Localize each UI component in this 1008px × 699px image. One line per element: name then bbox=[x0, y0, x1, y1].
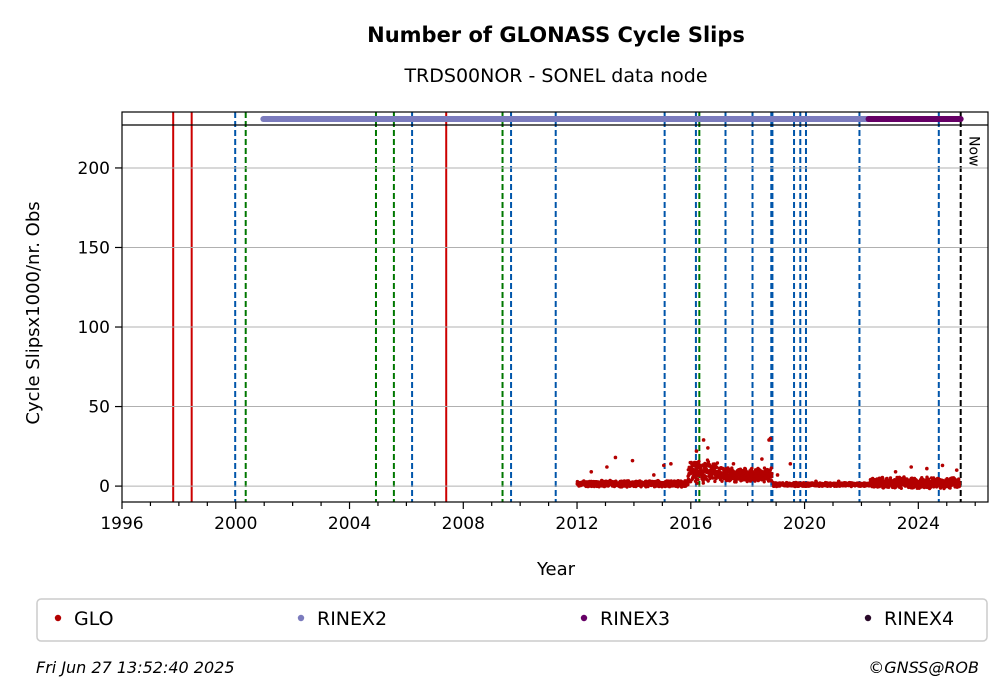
x-tick-label: 2012 bbox=[555, 514, 598, 534]
glo-point bbox=[940, 463, 945, 468]
glo-point bbox=[762, 466, 767, 470]
glo-point bbox=[736, 477, 740, 481]
glo-point bbox=[899, 486, 903, 490]
glo-point bbox=[775, 473, 780, 477]
glo-point bbox=[695, 481, 699, 485]
glo-point bbox=[613, 455, 618, 460]
glo-point bbox=[715, 461, 720, 465]
event-lines: Now bbox=[172, 112, 982, 502]
glo-point bbox=[694, 449, 699, 453]
y-tick-label: 150 bbox=[78, 238, 110, 258]
glo-point bbox=[706, 479, 710, 483]
chart-title: Number of GLONASS Cycle Slips bbox=[367, 23, 745, 47]
glo-point bbox=[720, 479, 724, 483]
legend: GLO RINEX2 RINEX3 RINEX4 bbox=[54, 608, 954, 630]
glo-point bbox=[769, 466, 773, 470]
glo-point bbox=[768, 436, 773, 441]
legend-marker bbox=[297, 614, 305, 622]
legend-marker bbox=[864, 614, 872, 622]
glo-point bbox=[706, 446, 710, 450]
glo-point bbox=[706, 460, 711, 464]
glo-point bbox=[661, 463, 666, 468]
glo-point bbox=[701, 438, 706, 442]
legend-marker bbox=[580, 614, 588, 622]
y-axis-label: Cycle Slipsx1000/nr. Obs bbox=[23, 201, 44, 424]
glo-point bbox=[770, 472, 774, 476]
glo-point bbox=[888, 476, 893, 480]
glo-point bbox=[814, 479, 818, 484]
x-tick-label: 2016 bbox=[669, 514, 712, 534]
glo-point bbox=[909, 465, 914, 469]
glo-point bbox=[701, 481, 705, 485]
glo-point bbox=[957, 481, 962, 486]
glo-point bbox=[697, 459, 701, 464]
footer-timestamp: Fri Jun 27 13:52:40 2025 bbox=[36, 658, 235, 677]
y-tick-label: 50 bbox=[88, 398, 110, 418]
x-tick-label: 2024 bbox=[897, 514, 940, 534]
x-tick-label: 1996 bbox=[100, 514, 143, 534]
glo-point bbox=[715, 465, 719, 470]
legend-box bbox=[36, 598, 988, 642]
glo-point bbox=[836, 479, 841, 484]
glo-point bbox=[769, 474, 774, 479]
x-tick-label: 2020 bbox=[783, 514, 826, 534]
legend-label: RINEX2 bbox=[317, 608, 387, 630]
legend-label: GLO bbox=[74, 608, 114, 630]
x-axis-label: Year bbox=[536, 559, 576, 580]
glo-point bbox=[762, 480, 766, 484]
x-tick-label: 2000 bbox=[214, 514, 257, 534]
legend-label: RINEX4 bbox=[884, 608, 954, 630]
glo-point bbox=[750, 466, 754, 471]
glo-point bbox=[948, 486, 952, 490]
x-tick-label: 2008 bbox=[442, 514, 485, 534]
y-tick-label: 0 bbox=[99, 477, 110, 497]
glo-point bbox=[605, 465, 609, 469]
glo-points bbox=[575, 436, 962, 491]
x-tick-label: 2004 bbox=[328, 514, 371, 534]
glo-point bbox=[925, 466, 929, 471]
glo-point bbox=[880, 476, 885, 480]
legend-marker bbox=[54, 614, 62, 622]
glo-point bbox=[893, 469, 898, 474]
plot-frame bbox=[121, 111, 989, 503]
glo-point bbox=[652, 473, 656, 477]
chart-subtitle: TRDS00NOR - SONEL data node bbox=[403, 65, 707, 87]
glo-point bbox=[788, 462, 793, 466]
glo-point bbox=[731, 462, 736, 466]
glo-point bbox=[704, 475, 708, 479]
glo-point bbox=[713, 479, 717, 484]
glo-point bbox=[630, 458, 635, 463]
glo-point bbox=[669, 462, 673, 466]
y-tick-label: 100 bbox=[78, 318, 110, 338]
glo-point bbox=[738, 467, 743, 471]
footer-copyright: ©GNSS@ROB bbox=[868, 658, 979, 677]
y-tick-label: 200 bbox=[78, 159, 110, 179]
legend-label: RINEX3 bbox=[600, 608, 670, 630]
glo-point bbox=[686, 482, 690, 487]
glo-point bbox=[589, 469, 594, 474]
glo-point bbox=[696, 477, 700, 482]
y-axis: 0 50 100 150 200 bbox=[78, 159, 122, 497]
glo-point bbox=[760, 457, 764, 461]
glo-point bbox=[957, 477, 961, 481]
now-label: Now bbox=[966, 136, 982, 167]
glo-point bbox=[954, 468, 959, 472]
glo-point bbox=[734, 480, 738, 484]
x-axis: 1996 2000 2004 2008 2012 2016 2020 2024 bbox=[100, 502, 976, 534]
